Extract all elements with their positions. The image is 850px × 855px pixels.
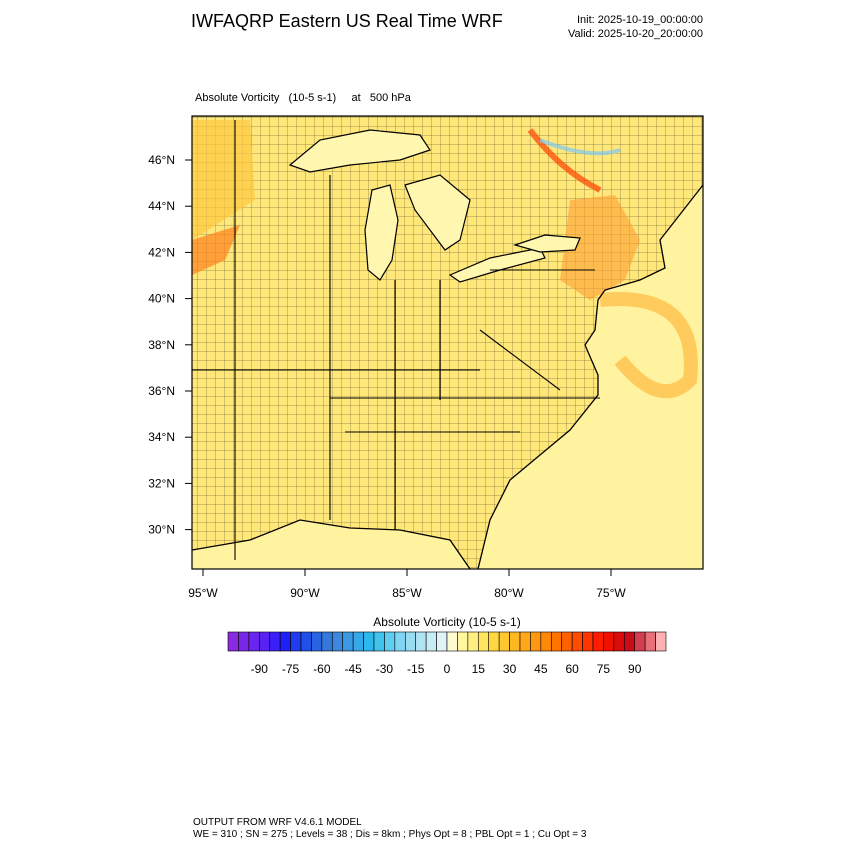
- vorticity-band: [539, 138, 621, 156]
- valid-time: Valid: 2025-10-20_20:00:00: [568, 28, 703, 40]
- lat-label: 40°N: [148, 292, 175, 306]
- colorbar-box: [269, 631, 281, 652]
- vorticity-band: [527, 128, 602, 193]
- colorbar-box: [290, 631, 302, 652]
- colorbar: -90 -75 -60 -45 -30 -15 0 15 30 45 60 75 90: [227, 631, 667, 676]
- great-lakes: [288, 129, 581, 283]
- map: [191, 115, 704, 570]
- colorbar-box: [561, 631, 573, 652]
- colorbar-label: 75: [597, 662, 611, 676]
- colorbar-box: [373, 631, 385, 652]
- colorbar-label: 15: [472, 662, 486, 676]
- colorbar-box: [404, 631, 417, 652]
- colorbar-title: Absolute Vorticity (10-5 s-1): [373, 615, 520, 629]
- colorbar-box: [540, 631, 552, 652]
- field-label: Absolute Vorticity (10-5 s-1) at 500 hPa: [195, 92, 412, 104]
- colorbar-box: [258, 631, 271, 652]
- lat-label: 32°N: [148, 476, 175, 490]
- lat-label: 38°N: [148, 338, 175, 352]
- colorbar-box: [603, 631, 615, 652]
- colorbar-label: 30: [503, 662, 517, 676]
- colorbar-box: [592, 631, 604, 652]
- colorbar-label: -15: [407, 662, 425, 676]
- colorbar-box: [321, 631, 333, 652]
- colorbar-box: [331, 631, 344, 652]
- colorbar-box: [300, 631, 312, 652]
- footer-line: WE = 310 ; SN = 275 ; Levels = 38 ; Dis …: [193, 829, 587, 840]
- lat-label: 42°N: [148, 245, 175, 259]
- colorbar-box: [436, 631, 448, 652]
- lat-label: 30°N: [148, 523, 175, 537]
- lat-label: 34°N: [148, 430, 175, 444]
- colorbar-box: [488, 631, 500, 652]
- colorbar-label: -45: [344, 662, 362, 676]
- vorticity-patch: [560, 195, 640, 300]
- colorbar-box: [634, 631, 646, 652]
- colorbar-box: [477, 631, 490, 652]
- colorbar-box: [519, 631, 531, 652]
- colorbar-box: [352, 631, 364, 652]
- colorbar-box: [467, 631, 479, 652]
- colorbar-box: [425, 631, 437, 652]
- colorbar-box: [238, 631, 250, 652]
- colorbar-label: 45: [534, 662, 548, 676]
- colorbar-box: [248, 631, 260, 652]
- lon-label: 90°W: [290, 586, 320, 600]
- colorbar-label: -60: [313, 662, 331, 676]
- lon-label: 95°W: [188, 586, 218, 600]
- footer-line: OUTPUT FROM WRF V4.6.1 MODEL: [193, 817, 362, 828]
- coastline: [192, 116, 703, 569]
- colorbar-box: [530, 631, 542, 652]
- lat-label: 36°N: [148, 384, 175, 398]
- colorbar-box: [457, 631, 469, 652]
- colorbar-box: [655, 631, 667, 652]
- colorbar-box: [415, 631, 427, 652]
- colorbar-label: -90: [251, 662, 269, 676]
- lat-label: 44°N: [148, 199, 175, 213]
- colorbar-box: [342, 631, 354, 652]
- colorbar-box: [384, 631, 396, 652]
- colorbar-box: [644, 631, 656, 652]
- lat-labels: 46°N 44°N 42°N 40°N 38°N 36°N 34°N 32°N 30°N: [148, 153, 192, 537]
- colorbar-box: [363, 631, 375, 652]
- colorbar-box: [498, 631, 510, 652]
- colorbar-box: [623, 631, 636, 652]
- colorbar-label: -30: [376, 662, 394, 676]
- colorbar-box: [571, 631, 583, 652]
- map-frame: [191, 115, 704, 570]
- colorbar-box: [446, 631, 458, 652]
- lat-label: 46°N: [148, 153, 175, 167]
- colorbar-box: [550, 631, 563, 652]
- colorbar-box: [227, 631, 239, 652]
- lon-labels: 95°W 90°W 85°W 80°W 75°W: [188, 569, 626, 600]
- vorticity-swirl: [599, 292, 698, 399]
- colorbar-label: 90: [628, 662, 642, 676]
- colorbar-box: [394, 631, 406, 652]
- state-lines: [192, 120, 600, 560]
- colorbar-box: [613, 631, 625, 652]
- init-time: Init: 2025-10-19_00:00:00: [577, 14, 703, 26]
- lon-label: 75°W: [596, 586, 626, 600]
- colorbar-label: 60: [565, 662, 579, 676]
- colorbar-label: -75: [282, 662, 300, 676]
- title: IWFAQRP Eastern US Real Time WRF: [191, 11, 503, 31]
- colorbar-box: [311, 631, 323, 652]
- colorbar-box: [509, 631, 521, 652]
- colorbar-label: 0: [444, 662, 451, 676]
- colorbar-box: [582, 631, 594, 652]
- lon-label: 80°W: [494, 586, 524, 600]
- vorticity-patch: [192, 225, 240, 275]
- colorbar-box: [279, 631, 291, 652]
- lon-label: 85°W: [392, 586, 422, 600]
- vorticity-patch: [192, 120, 255, 240]
